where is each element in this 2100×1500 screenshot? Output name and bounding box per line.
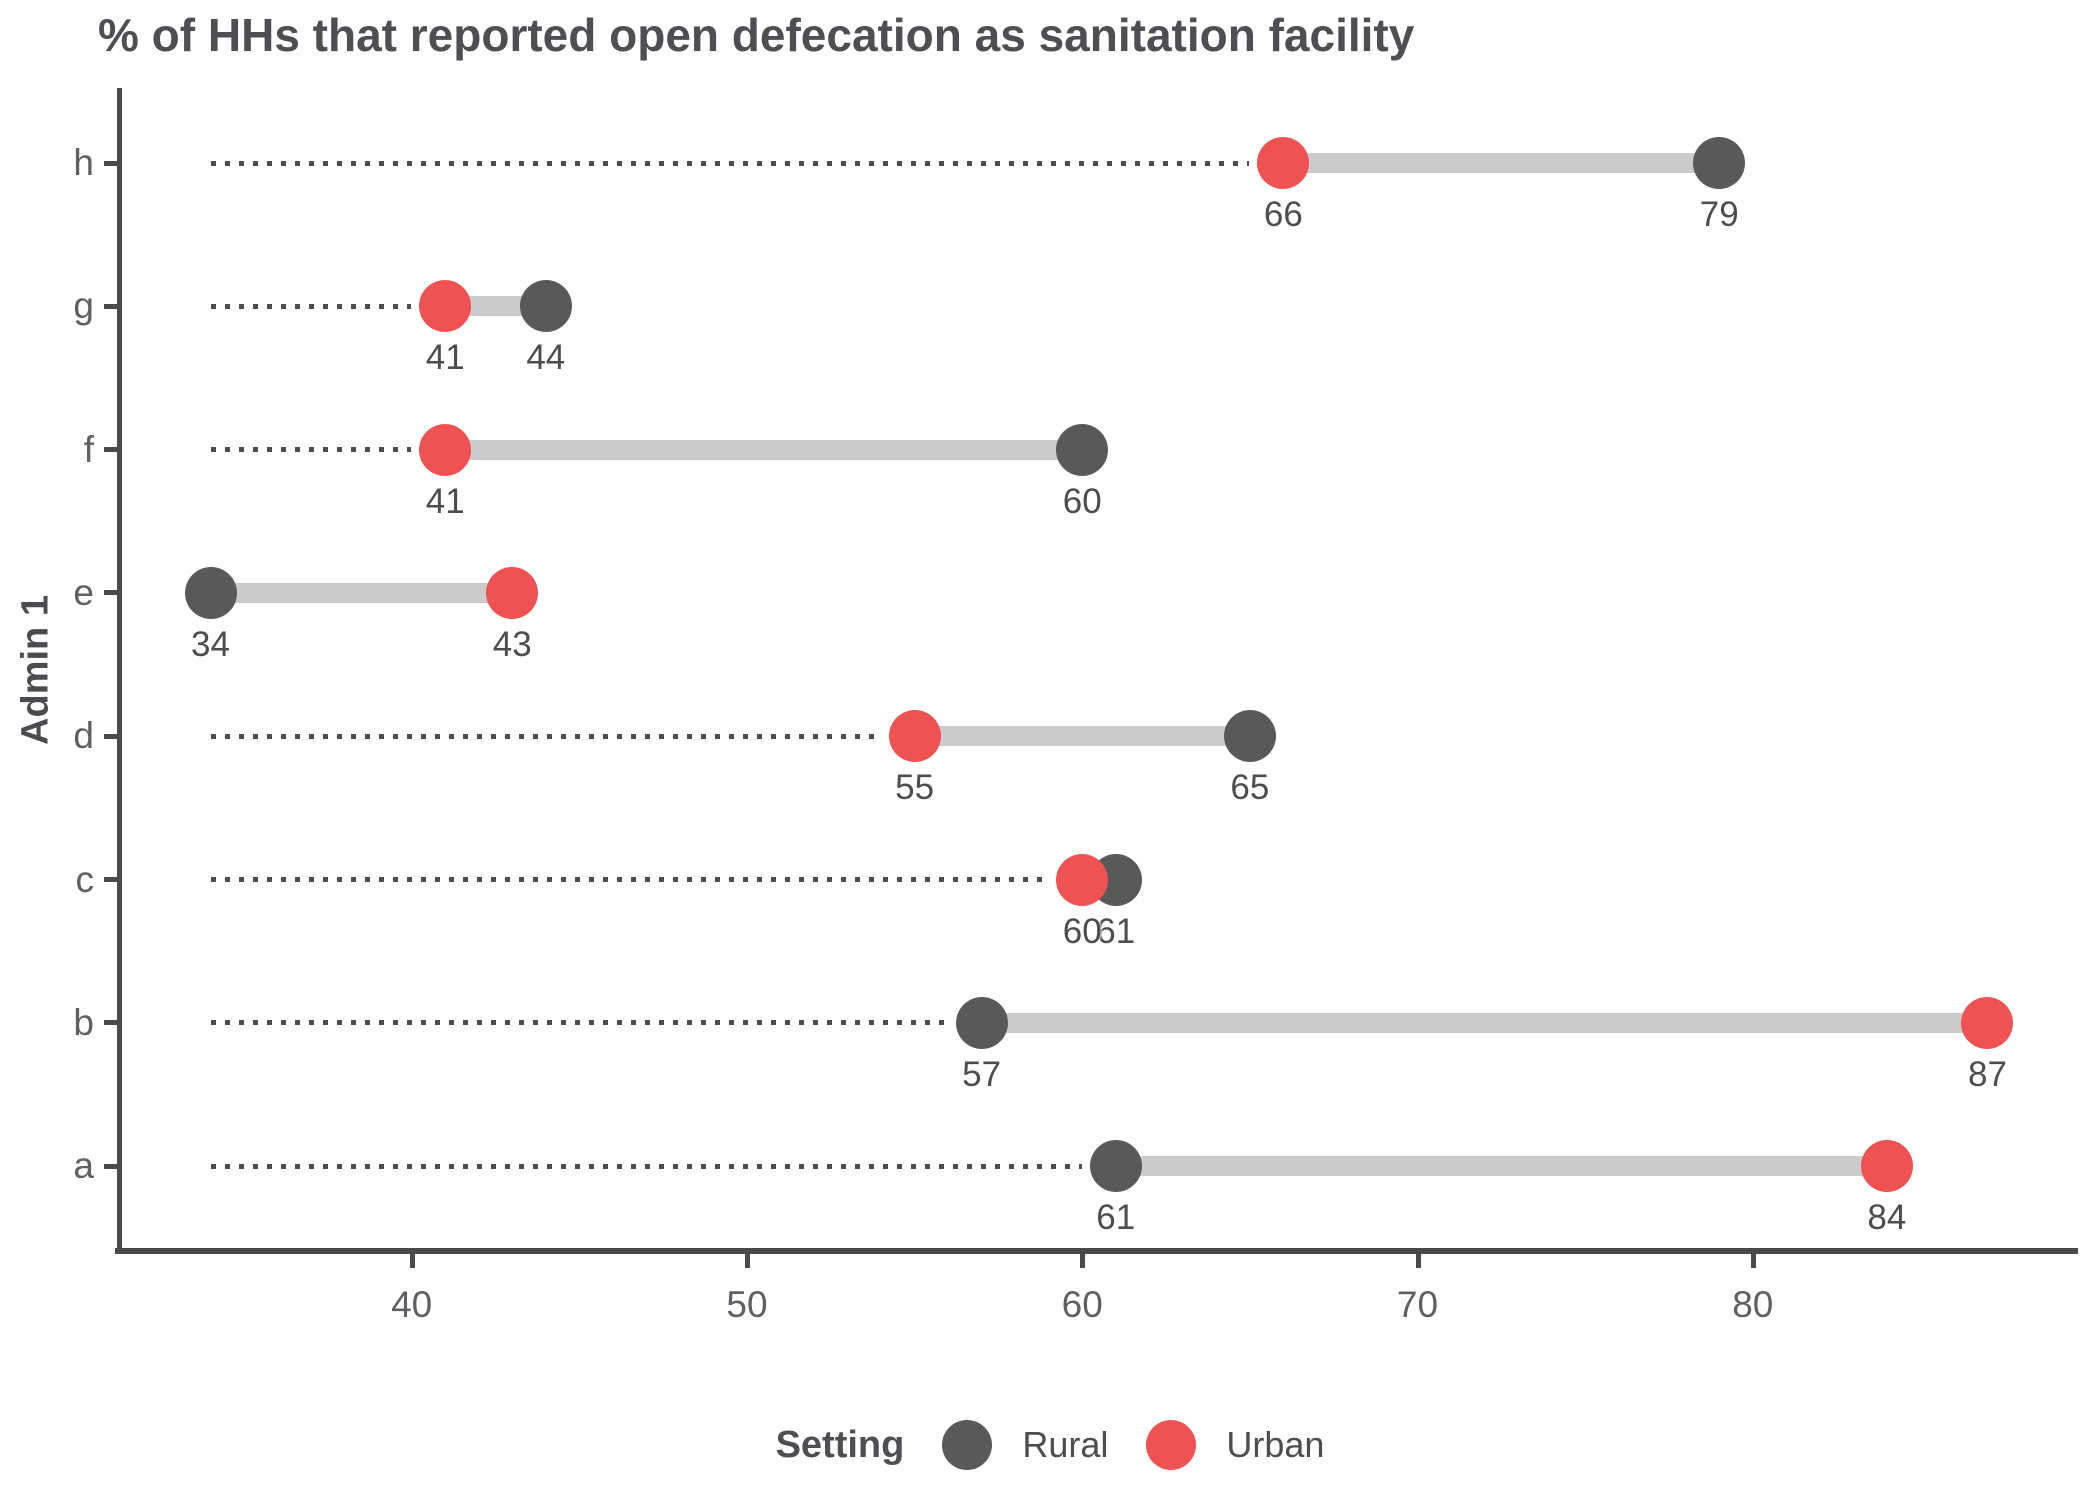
range-bar xyxy=(210,582,513,603)
urban-dot xyxy=(1860,1140,1913,1193)
legend-label-rural: Rural xyxy=(1022,1424,1109,1465)
legend-item-rural: Rural xyxy=(942,1420,1108,1470)
x-tick xyxy=(1415,1254,1421,1268)
range-bar xyxy=(914,726,1250,747)
urban-value-label: 41 xyxy=(425,338,465,378)
urban-dot xyxy=(419,423,472,476)
range-bar xyxy=(445,439,1083,460)
rural-dot xyxy=(955,996,1008,1049)
category-label: e xyxy=(73,571,94,613)
urban-dot xyxy=(1961,996,2014,1049)
x-tick-label: 40 xyxy=(391,1284,433,1325)
leader-line xyxy=(210,160,1250,166)
rural-dot xyxy=(1693,137,1746,189)
range-bar xyxy=(981,1012,1988,1033)
category-label: f xyxy=(83,428,94,470)
chart-title: % of HHs that reported open defecation a… xyxy=(98,9,1415,61)
rural-dot-icon xyxy=(942,1420,993,1470)
urban-dot xyxy=(486,566,539,619)
legend-item-urban: Urban xyxy=(1146,1420,1324,1470)
range-bar xyxy=(1283,153,1720,173)
x-tick-label: 70 xyxy=(1396,1284,1439,1325)
rural-value-label: 44 xyxy=(526,338,566,378)
urban-value-label: 84 xyxy=(1867,1198,1907,1238)
x-tick-label: 60 xyxy=(1061,1284,1103,1325)
category-label: h xyxy=(73,142,94,183)
rural-value-label: 60 xyxy=(1062,481,1102,521)
category-label: c xyxy=(75,858,95,900)
leader-line xyxy=(210,877,1049,882)
x-tick xyxy=(1080,1254,1086,1268)
legend-title: Setting xyxy=(775,1423,905,1466)
x-axis-line xyxy=(115,1248,2078,1254)
range-bar xyxy=(1115,1156,1887,1177)
category-label: d xyxy=(73,715,94,757)
leader-line xyxy=(210,1020,948,1026)
urban-dot xyxy=(1056,853,1109,906)
urban-value-label: 43 xyxy=(492,624,532,664)
urban-dot xyxy=(888,710,941,763)
y-tick xyxy=(104,160,118,166)
rural-value-label: 79 xyxy=(1699,195,1739,234)
leader-line xyxy=(210,447,412,453)
y-tick xyxy=(104,733,118,739)
y-tick xyxy=(104,1163,118,1169)
urban-dot-icon xyxy=(1146,1420,1197,1470)
y-tick xyxy=(104,447,118,453)
urban-value-label: 60 xyxy=(1062,911,1102,951)
rural-value-label: 61 xyxy=(1096,1198,1136,1238)
leader-line xyxy=(210,303,412,309)
rural-value-label: 65 xyxy=(1230,768,1270,808)
y-tick xyxy=(104,1020,118,1026)
rural-value-label: 61 xyxy=(1096,911,1136,951)
rural-dot xyxy=(184,566,237,619)
urban-value-label: 55 xyxy=(895,768,935,808)
urban-dot xyxy=(419,280,472,333)
x-tick xyxy=(1750,1254,1756,1268)
leader-line xyxy=(210,1163,1082,1169)
y-axis-line xyxy=(117,88,122,1252)
category-label: g xyxy=(73,285,94,327)
x-tick-label: 80 xyxy=(1732,1284,1774,1325)
rural-dot xyxy=(1223,710,1276,763)
urban-value-label: 41 xyxy=(425,481,465,521)
legend: Setting Rural Urban xyxy=(0,1415,2100,1475)
rural-dot xyxy=(1089,1140,1142,1193)
rural-value-label: 34 xyxy=(191,624,230,664)
y-tick xyxy=(104,590,118,596)
x-tick-label: 50 xyxy=(726,1284,768,1325)
leader-line xyxy=(210,733,881,739)
y-tick xyxy=(104,303,118,309)
rural-value-label: 57 xyxy=(962,1054,1002,1094)
urban-value-label: 66 xyxy=(1263,195,1303,234)
rural-dot xyxy=(1056,423,1109,476)
x-tick xyxy=(409,1254,415,1268)
urban-value-label: 87 xyxy=(1968,1054,2007,1094)
y-tick xyxy=(104,877,118,882)
category-label: a xyxy=(73,1145,94,1187)
legend-label-urban: Urban xyxy=(1226,1424,1325,1465)
urban-dot xyxy=(1257,137,1310,189)
category-label: b xyxy=(73,1001,94,1043)
x-tick xyxy=(744,1254,750,1268)
rural-dot xyxy=(519,280,572,333)
